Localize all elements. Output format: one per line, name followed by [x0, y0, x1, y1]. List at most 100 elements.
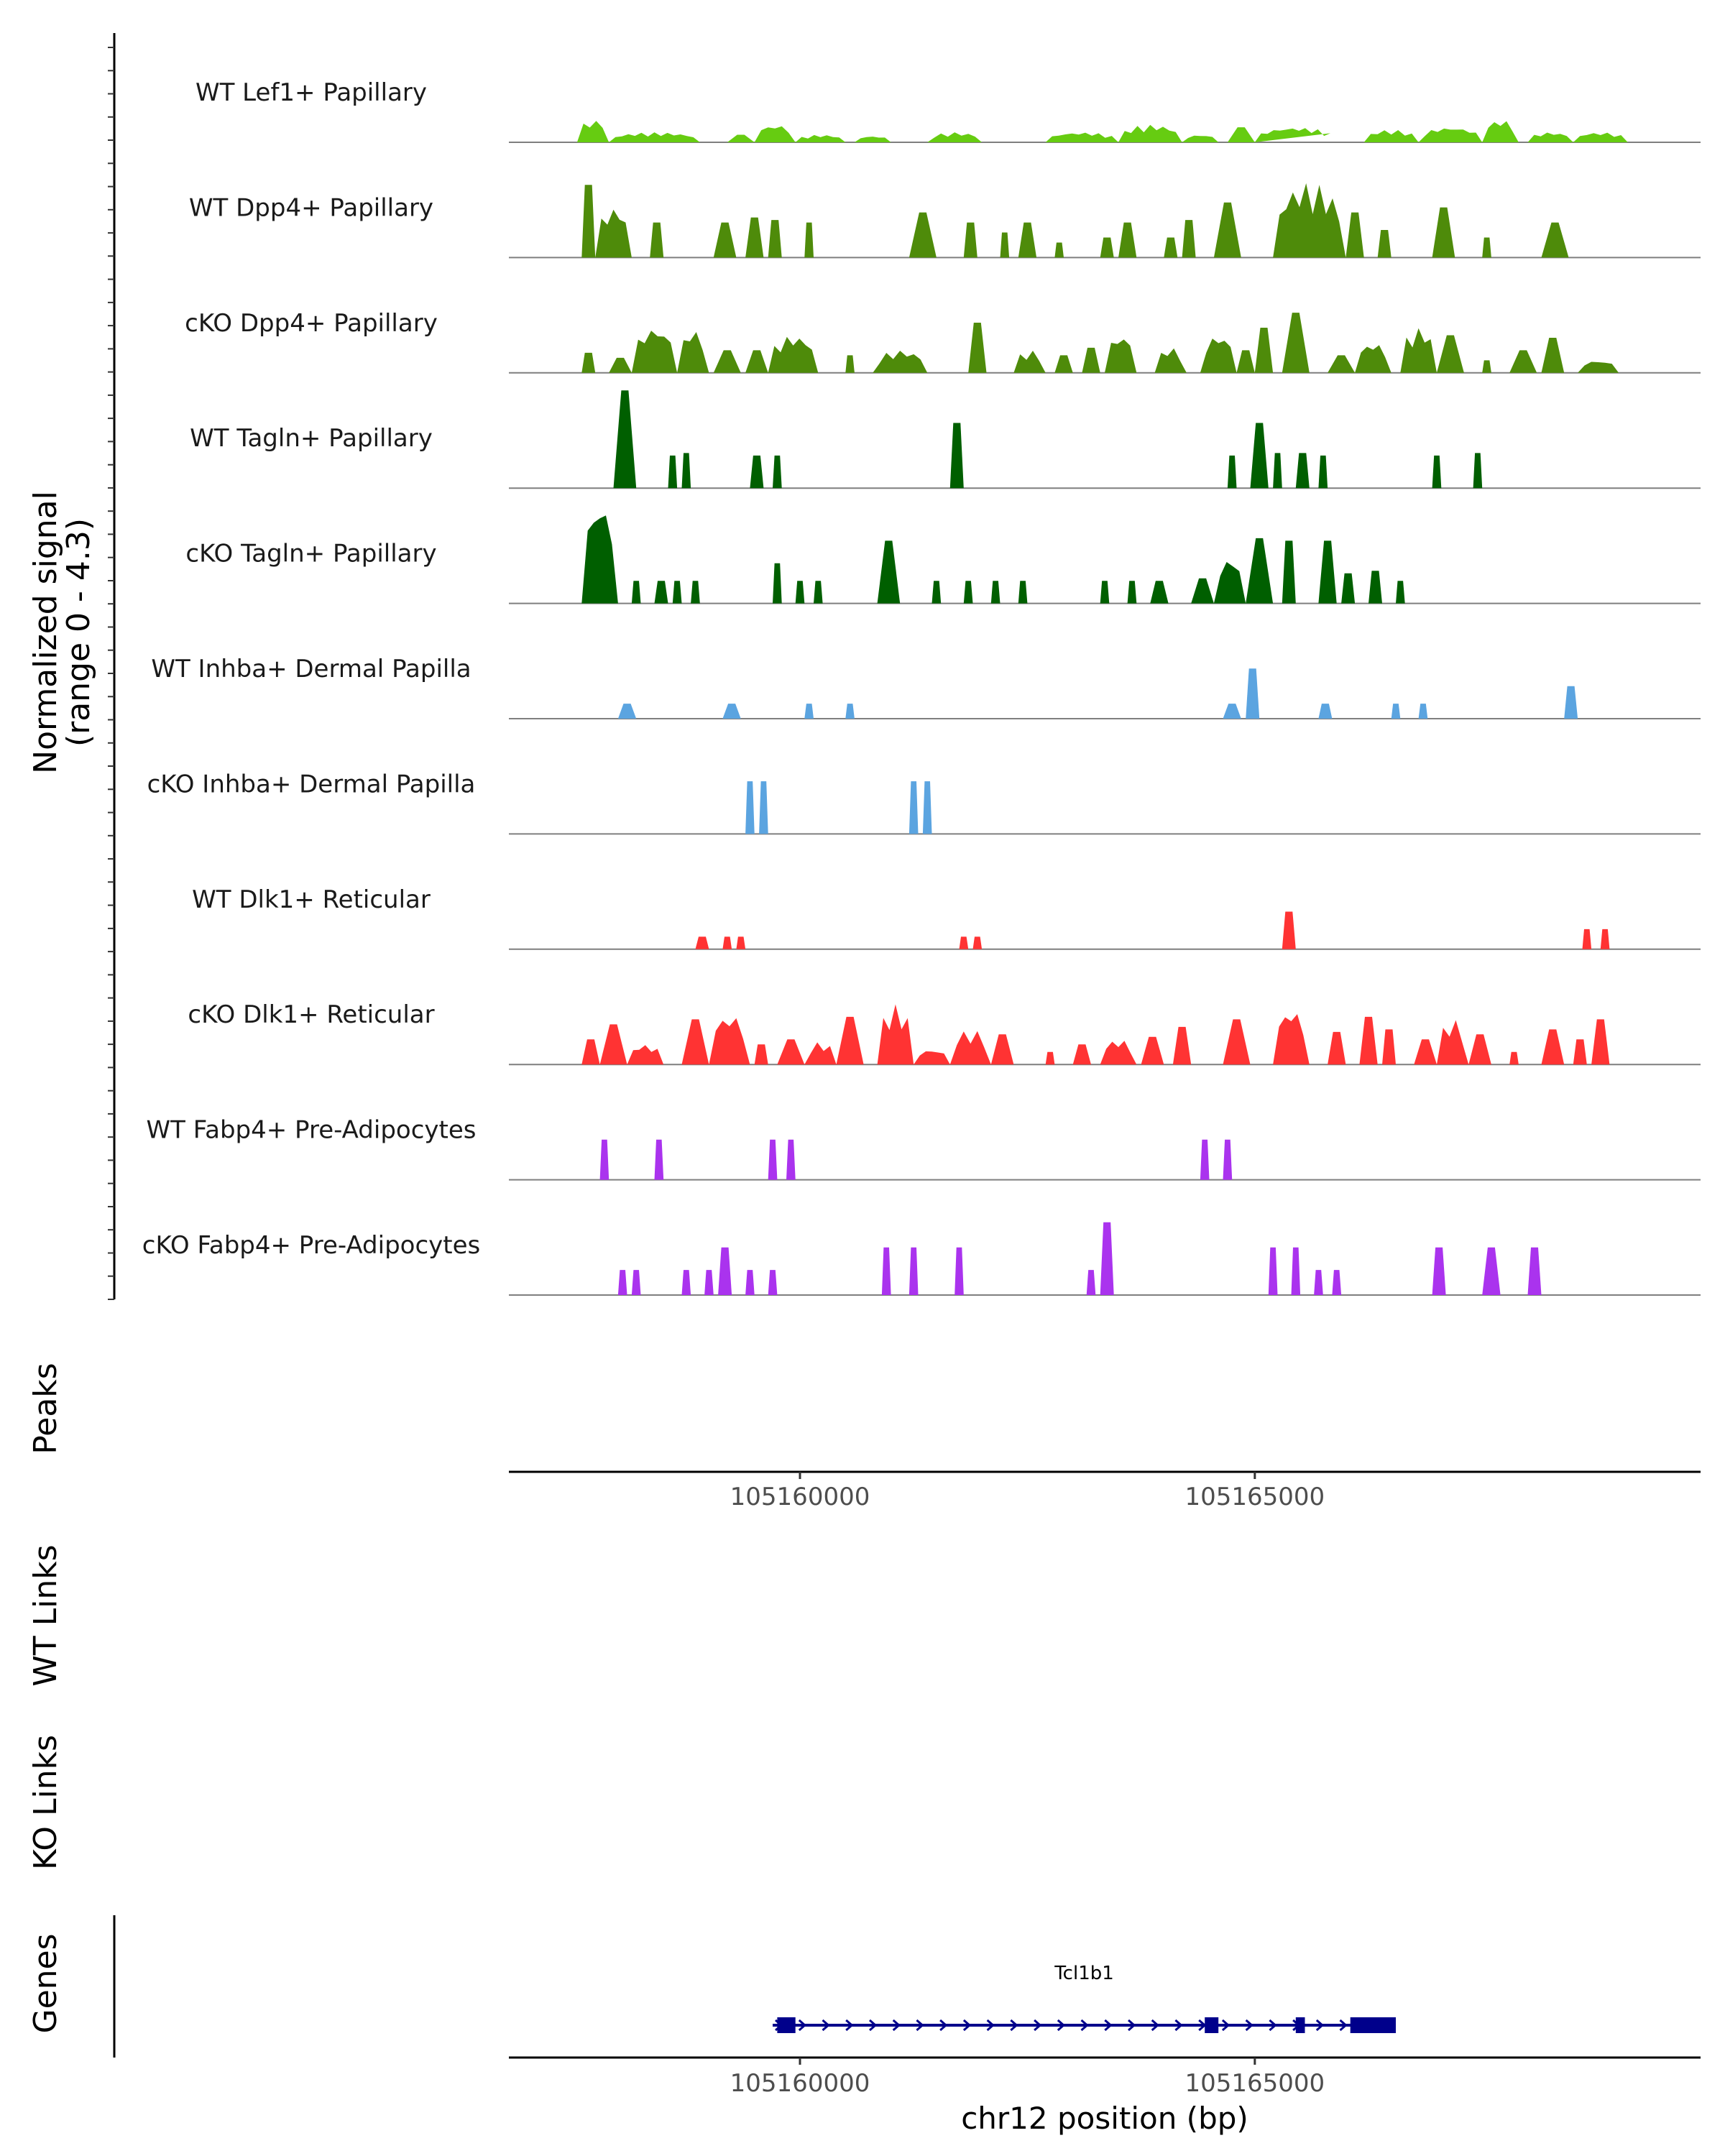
- track-label-cko-fabp4-pre-adipocytes: cKO Fabp4+ Pre-Adipocytes: [142, 1231, 481, 1260]
- coverage-peak-cko-fabp4-pre-adipocytes-9: [954, 1247, 964, 1295]
- strand-arrow: [892, 2019, 901, 2032]
- coverage-peak-cko-dpp4-papillary-5: [745, 350, 768, 373]
- coverage-peak-wt-dpp4-papillary-13: [1118, 222, 1137, 258]
- coverage-peak-wt-inhba-dermal-papilla-3: [845, 704, 855, 719]
- coverage-peak-wt-dlk1-reticular-7: [1600, 929, 1610, 949]
- coverage-peak-cko-fabp4-pre-adipocytes-14: [1314, 1270, 1323, 1295]
- genes-x-tick-label-105165000: 105165000: [1184, 2069, 1325, 2098]
- coverage-peak-wt-dlk1-reticular-3: [959, 936, 969, 949]
- coverage-peak-wt-fabp4-pre-adipocytes-5: [1223, 1139, 1233, 1180]
- strand-arrow: [986, 2019, 995, 2032]
- coverage-peak-cko-dpp4-papillary-6: [768, 336, 819, 373]
- coverage-peak-wt-dpp4-papillary-8: [963, 222, 978, 258]
- coverage-peak-wt-tagln-papillary-1: [668, 455, 678, 489]
- coverage-peak-wt-lef1-papillary-12: [1363, 130, 1419, 142]
- strand-arrow: [1221, 2019, 1230, 2032]
- coverage-peak-cko-dpp4-papillary-12: [1082, 347, 1100, 373]
- coverage-peak-cko-tagln-papillary-18: [1246, 538, 1274, 604]
- coverage-peak-wt-inhba-dermal-papilla-6: [1318, 704, 1333, 719]
- coverage-peak-wt-dpp4-papillary-4: [745, 217, 764, 258]
- peaks-panel-title: Peaks: [27, 1363, 64, 1454]
- strand-arrow: [845, 2019, 854, 2032]
- coverage-peak-cko-dlk1-reticular-10: [914, 1051, 950, 1065]
- coverage-peak-cko-dpp4-papillary-9: [968, 323, 987, 373]
- coverage-peak-cko-tagln-papillary-4: [691, 581, 700, 604]
- coverage-peak-cko-dlk1-reticular-7: [804, 1042, 837, 1065]
- coverage-peak-wt-dpp4-papillary-15: [1182, 220, 1196, 258]
- coverage-peak-cko-tagln-papillary-21: [1341, 573, 1356, 604]
- coverage-peak-cko-dpp4-papillary-24: [1509, 350, 1537, 373]
- track-cko-dlk1-reticular: cKO Dlk1+ Reticular: [188, 1000, 1701, 1066]
- coverage-peak-cko-fabp4-pre-adipocytes-8: [908, 1247, 919, 1295]
- coverage-peak-cko-tagln-papillary-23: [1396, 581, 1405, 604]
- coverage-peak-cko-tagln-papillary-6: [795, 581, 805, 604]
- coverage-peak-cko-tagln-papillary-16: [1191, 578, 1214, 604]
- strand-arrow: [1080, 2019, 1089, 2032]
- coverage-peak-wt-tagln-papillary-5: [949, 423, 964, 489]
- strand-arrow: [1128, 2019, 1136, 2032]
- coverage-peak-cko-dpp4-papillary-20: [1355, 345, 1392, 373]
- track-wt-dlk1-reticular: WT Dlk1+ Reticular: [192, 885, 1701, 950]
- coverage-peak-cko-dpp4-papillary-13: [1105, 339, 1137, 373]
- strand-arrow: [916, 2019, 924, 2032]
- coverage-peak-cko-tagln-papillary-1: [631, 581, 641, 604]
- coverage-peak-cko-dpp4-papillary-8: [873, 351, 928, 373]
- coverage-peak-cko-inhba-dermal-papilla-2: [908, 781, 919, 834]
- coverage-peak-wt-inhba-dermal-papilla-9: [1564, 686, 1578, 719]
- strand-arrow: [1151, 2019, 1159, 2032]
- coverage-peak-wt-dpp4-papillary-12: [1100, 237, 1114, 258]
- coverage-peak-cko-dpp4-papillary-2: [631, 331, 678, 373]
- coverage-peak-cko-fabp4-pre-adipocytes-0: [617, 1270, 627, 1295]
- coverage-peak-wt-lef1-papillary-3: [754, 126, 796, 142]
- coverage-peak-cko-dlk1-reticular-1: [599, 1024, 627, 1065]
- coverage-peak-wt-dpp4-papillary-6: [804, 222, 814, 258]
- coverage-peak-cko-dpp4-papillary-15: [1200, 338, 1237, 373]
- gene-exon-2: [1295, 2017, 1305, 2033]
- strand-arrow: [1269, 2019, 1277, 2032]
- coverage-peak-wt-dlk1-reticular-5: [1282, 911, 1296, 949]
- peaks-x-axis: 105160000 105165000: [509, 1470, 1701, 1511]
- genes-panel-title: Genes: [27, 1933, 64, 2033]
- track-cko-inhba-dermal-papilla: cKO Inhba+ Dermal Papilla: [147, 770, 1701, 835]
- coverage-peak-cko-dpp4-papillary-17: [1254, 328, 1274, 373]
- strand-arrow: [869, 2019, 878, 2032]
- coverage-peak-cko-dlk1-reticular-9: [877, 1004, 914, 1065]
- peaks-x-tick-label-105165000: 105165000: [1184, 1483, 1325, 1511]
- coverage-peak-wt-inhba-dermal-papilla-1: [722, 704, 741, 719]
- coverage-peak-wt-dlk1-reticular-2: [736, 936, 746, 949]
- coverage-peak-wt-tagln-papillary-12: [1473, 453, 1483, 489]
- coverage-peak-cko-dpp4-papillary-4: [713, 350, 741, 373]
- strand-arrow: [822, 2019, 830, 2032]
- coverage-peak-cko-dlk1-reticular-27: [1541, 1029, 1565, 1065]
- coverage-peak-cko-dlk1-reticular-2: [627, 1045, 664, 1065]
- track-label-cko-dpp4-papillary: cKO Dpp4+ Papillary: [185, 309, 438, 338]
- coverage-peak-cko-dlk1-reticular-12: [990, 1034, 1014, 1065]
- coverage-peak-cko-dlk1-reticular-5: [754, 1044, 768, 1065]
- coverage-peak-wt-lef1-papillary-7: [1045, 132, 1118, 142]
- gene-exon-3: [1350, 2017, 1396, 2033]
- coverage-peak-cko-dpp4-papillary-18: [1282, 313, 1310, 373]
- coverage-peak-wt-dpp4-papillary-5: [768, 220, 782, 258]
- coverage-peak-cko-dlk1-reticular-25: [1468, 1034, 1491, 1065]
- coverage-peak-wt-lef1-papillary-1: [609, 132, 700, 142]
- strand-arrow: [798, 2019, 807, 2032]
- coverage-peak-cko-fabp4-pre-adipocytes-5: [745, 1270, 755, 1295]
- coverage-peak-cko-fabp4-pre-adipocytes-18: [1527, 1247, 1542, 1295]
- coverage-peak-cko-dpp4-papillary-23: [1482, 360, 1491, 373]
- gene-exon-1: [1205, 2017, 1219, 2033]
- coverage-peak-wt-lef1-papillary-9: [1182, 135, 1219, 142]
- coverage-peak-wt-dpp4-papillary-11: [1054, 242, 1064, 258]
- coverage-peak-wt-inhba-dermal-papilla-5: [1246, 668, 1260, 719]
- signal-axis-title-line1: Normalized signal: [27, 491, 64, 774]
- gene-label: Tcl1b1: [1054, 1963, 1114, 1984]
- coverage-peak-cko-tagln-papillary-12: [1018, 581, 1028, 604]
- coverage-peak-cko-fabp4-pre-adipocytes-6: [768, 1270, 778, 1295]
- coverage-peak-cko-dpp4-papillary-21: [1400, 328, 1437, 373]
- coverage-peak-cko-dlk1-reticular-11: [949, 1031, 991, 1065]
- coverage-peak-cko-dlk1-reticular-23: [1414, 1039, 1437, 1065]
- strand-arrow: [1104, 2019, 1113, 2032]
- track-label-wt-lef1-papillary: WT Lef1+ Papillary: [196, 78, 427, 107]
- coverage-peak-cko-tagln-papillary-0: [581, 515, 618, 604]
- coverage-peak-wt-lef1-papillary-2: [727, 134, 755, 142]
- coverage-peak-cko-dlk1-reticular-0: [581, 1039, 600, 1065]
